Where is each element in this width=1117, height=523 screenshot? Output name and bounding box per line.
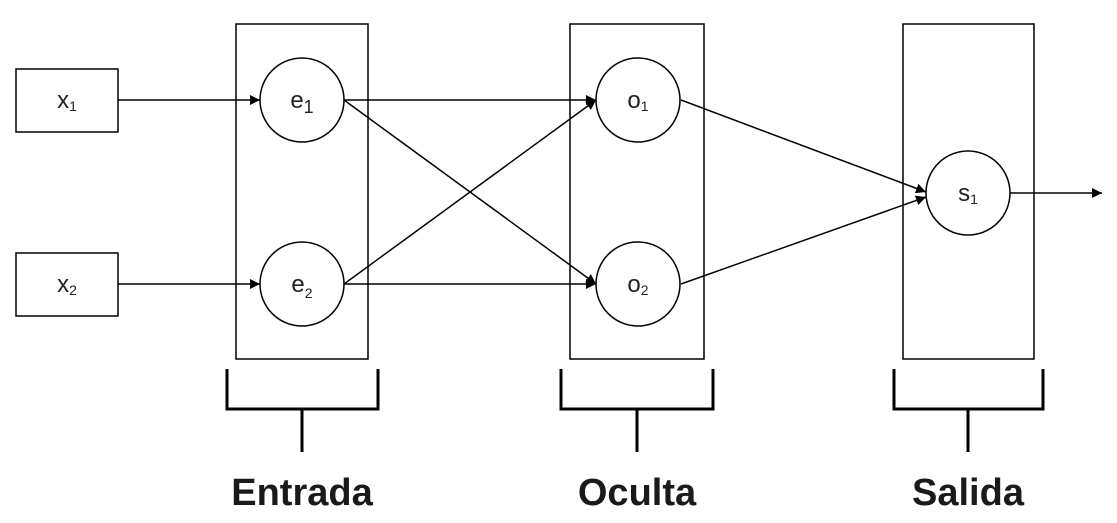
node-e2 <box>259 241 345 327</box>
salida-bracket <box>892 369 1045 452</box>
node-label-e2: e2 <box>291 271 312 301</box>
node-o1 <box>595 57 681 143</box>
node-label-e1: e1 <box>290 87 313 117</box>
node-label-o1: o1 <box>627 87 648 114</box>
node-e1 <box>259 57 345 143</box>
salida-layer-box <box>902 23 1035 360</box>
layer-label-salida: Salida <box>912 472 1025 514</box>
entrada-bracket <box>225 369 380 452</box>
oculta-bracket <box>559 369 715 452</box>
oculta-layer-box <box>569 23 705 360</box>
node-label-o2: o2 <box>627 271 648 298</box>
edge-e2-o1 <box>343 99 597 285</box>
input-label-x2: x2 <box>57 271 77 298</box>
node-s1 <box>925 150 1011 236</box>
input-label-x1: x1 <box>57 87 77 114</box>
edge-o2-s1 <box>680 195 927 285</box>
layer-label-oculta: Oculta <box>578 472 697 514</box>
node-label-s1: s1 <box>958 180 978 207</box>
node-o2 <box>595 241 681 327</box>
input-box-x1 <box>15 68 119 133</box>
layer-label-entrada: Entrada <box>231 472 373 514</box>
edge-o1-s1 <box>680 99 927 194</box>
entrada-layer-box <box>235 23 369 360</box>
input-box-x2 <box>15 252 119 317</box>
